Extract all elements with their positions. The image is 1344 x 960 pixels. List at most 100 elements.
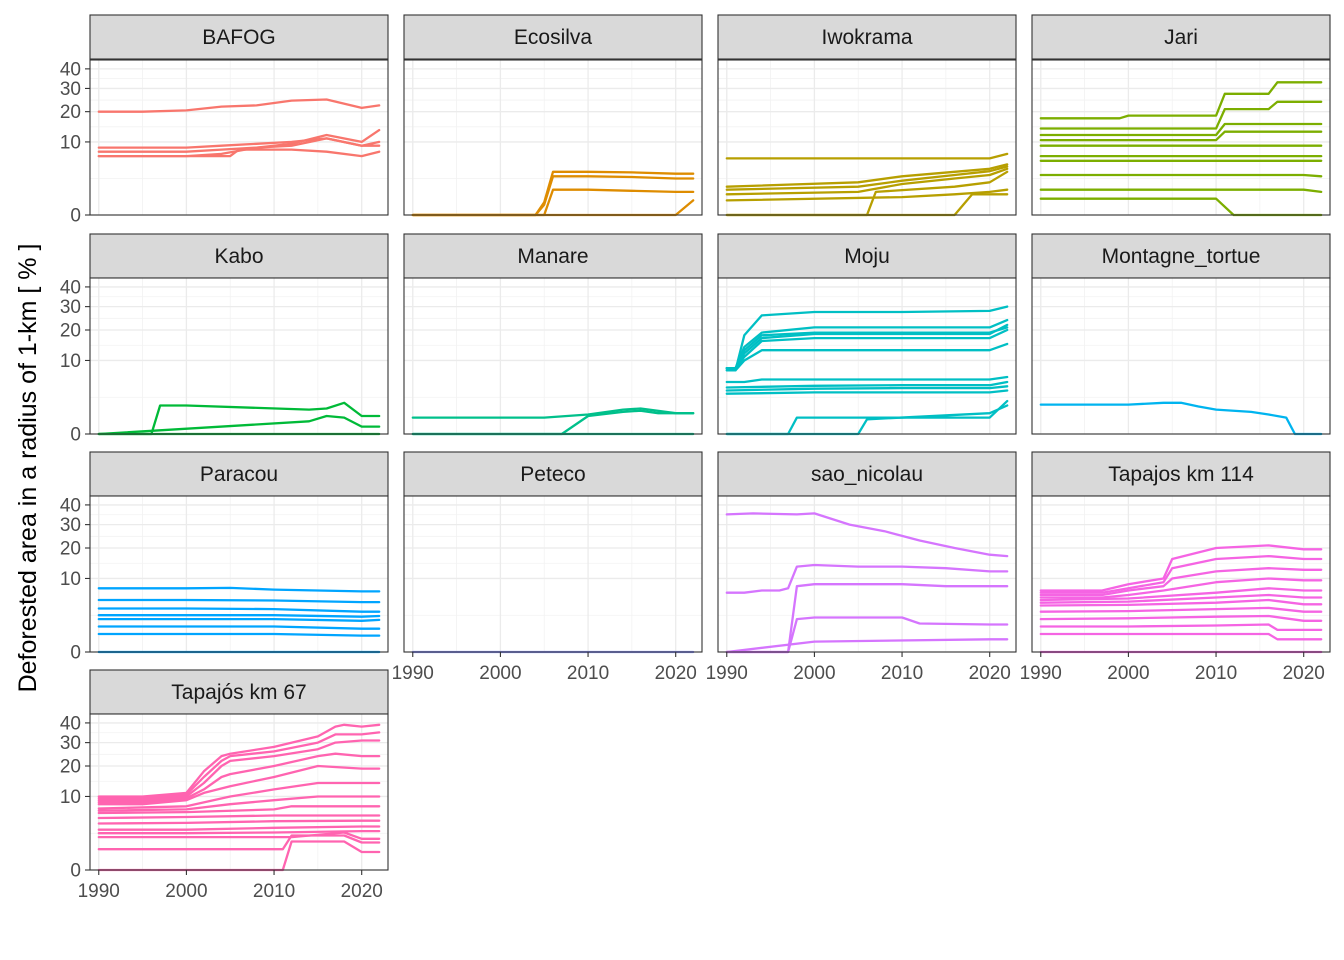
- strip-background: [717, 233, 1017, 279]
- series-line: [725, 512, 1009, 558]
- x-tick-label: 2020: [655, 663, 697, 684]
- series-line: [97, 731, 381, 800]
- panel: sao_nicolau 1990 2000 2010 2020: [706, 451, 1017, 684]
- y-tick-label: 10: [60, 132, 81, 153]
- panel-background: [718, 496, 1016, 652]
- series-line: [97, 814, 381, 820]
- series-line: [97, 414, 381, 436]
- series-group: [1039, 401, 1323, 436]
- x-tick-label: 2000: [479, 663, 521, 684]
- series-line: [1039, 122, 1323, 137]
- series-line: [97, 137, 381, 158]
- panel-border: [403, 277, 703, 435]
- strip-background: [89, 14, 389, 60]
- series-group: [97, 723, 381, 872]
- series-group: [97, 98, 381, 158]
- panel: Jari: [1031, 14, 1331, 217]
- y-tick-label: 20: [60, 321, 81, 342]
- panel-border: [89, 713, 389, 871]
- strip-label: Tapajós km 67: [171, 681, 306, 704]
- series-line: [1039, 401, 1323, 436]
- series-line: [725, 380, 1009, 389]
- panel-background: [718, 278, 1016, 434]
- x-tick-label: 2000: [793, 663, 835, 684]
- series-line: [725, 385, 1009, 392]
- panel-background: [404, 496, 702, 652]
- series-line: [725, 323, 1009, 370]
- strip-label: Manare: [517, 245, 588, 268]
- x-tick-label: 2000: [165, 881, 207, 902]
- series-line: [725, 389, 1009, 395]
- strip-label: Paracou: [200, 463, 278, 486]
- series-line: [1039, 188, 1323, 194]
- y-tick-label: 10: [60, 569, 81, 590]
- y-tick-label: 10: [60, 351, 81, 372]
- x-tick-label: 1990: [78, 881, 120, 902]
- series-line: [1039, 598, 1323, 607]
- x-tick-label: 2020: [1283, 663, 1325, 684]
- panel-border: [89, 495, 389, 653]
- panel-border: [89, 277, 389, 435]
- series-line: [725, 583, 1009, 654]
- strip-background: [717, 451, 1017, 497]
- strip-background: [1031, 233, 1331, 279]
- x-tick-label: 2020: [969, 663, 1011, 684]
- panel-background: [90, 278, 388, 434]
- series-line: [97, 829, 381, 835]
- panel-border: [89, 59, 389, 216]
- panel: Tapajos km 114 1990 2000 2010 2020: [1020, 451, 1331, 684]
- y-tick-label: 30: [60, 297, 81, 318]
- series-line: [725, 616, 1009, 654]
- series-line: [1039, 567, 1323, 597]
- y-tick-label: 20: [60, 102, 81, 123]
- x-tick-label: 2000: [1107, 663, 1149, 684]
- strip-background: [1031, 451, 1331, 497]
- x-tick-label: 2020: [341, 881, 383, 902]
- x-tick-label: 1990: [392, 663, 434, 684]
- panel-border: [403, 59, 703, 216]
- series-line: [1039, 632, 1323, 641]
- y-tick-label: 40: [60, 277, 81, 298]
- y-tick-label: 20: [60, 757, 81, 778]
- y-tick-label: 30: [60, 79, 81, 100]
- series-line: [725, 165, 1009, 191]
- series-line: [97, 795, 381, 812]
- panel: Ecosilva: [403, 14, 703, 217]
- panel: Montagne_tortue: [1031, 233, 1331, 436]
- series-line: [725, 152, 1009, 160]
- series-line: [1039, 593, 1323, 604]
- panel: Iwokrama: [717, 14, 1017, 217]
- series-line: [97, 752, 381, 804]
- x-tick-label: 2010: [567, 663, 609, 684]
- panel: Moju: [717, 233, 1017, 436]
- panel-border: [1031, 277, 1331, 435]
- series-line: [1039, 614, 1323, 622]
- strip-background: [403, 451, 703, 497]
- series-line: [1039, 130, 1323, 142]
- series-line: [1039, 81, 1323, 120]
- panel: Peteco 1990 2000 2010 2020: [392, 451, 703, 684]
- strip-background: [403, 14, 703, 60]
- series-line: [97, 625, 381, 630]
- series-line: [97, 834, 381, 851]
- strip-background: [89, 451, 389, 497]
- series-line: [1039, 544, 1323, 592]
- x-tick-label: 1990: [1020, 663, 1062, 684]
- panel-border: [717, 277, 1017, 435]
- series-line: [97, 825, 381, 831]
- series-line: [97, 98, 381, 113]
- series-line: [97, 723, 381, 798]
- panel-background: [90, 714, 388, 870]
- y-tick-label: 0: [70, 861, 81, 882]
- panel-background: [718, 60, 1016, 215]
- strip-label: Jari: [1164, 26, 1198, 49]
- series-line: [725, 167, 1009, 196]
- strip-label: Ecosilva: [514, 26, 593, 49]
- strip-background: [403, 233, 703, 279]
- panel-border: [717, 495, 1017, 653]
- strip-label: Montagne_tortue: [1102, 245, 1261, 268]
